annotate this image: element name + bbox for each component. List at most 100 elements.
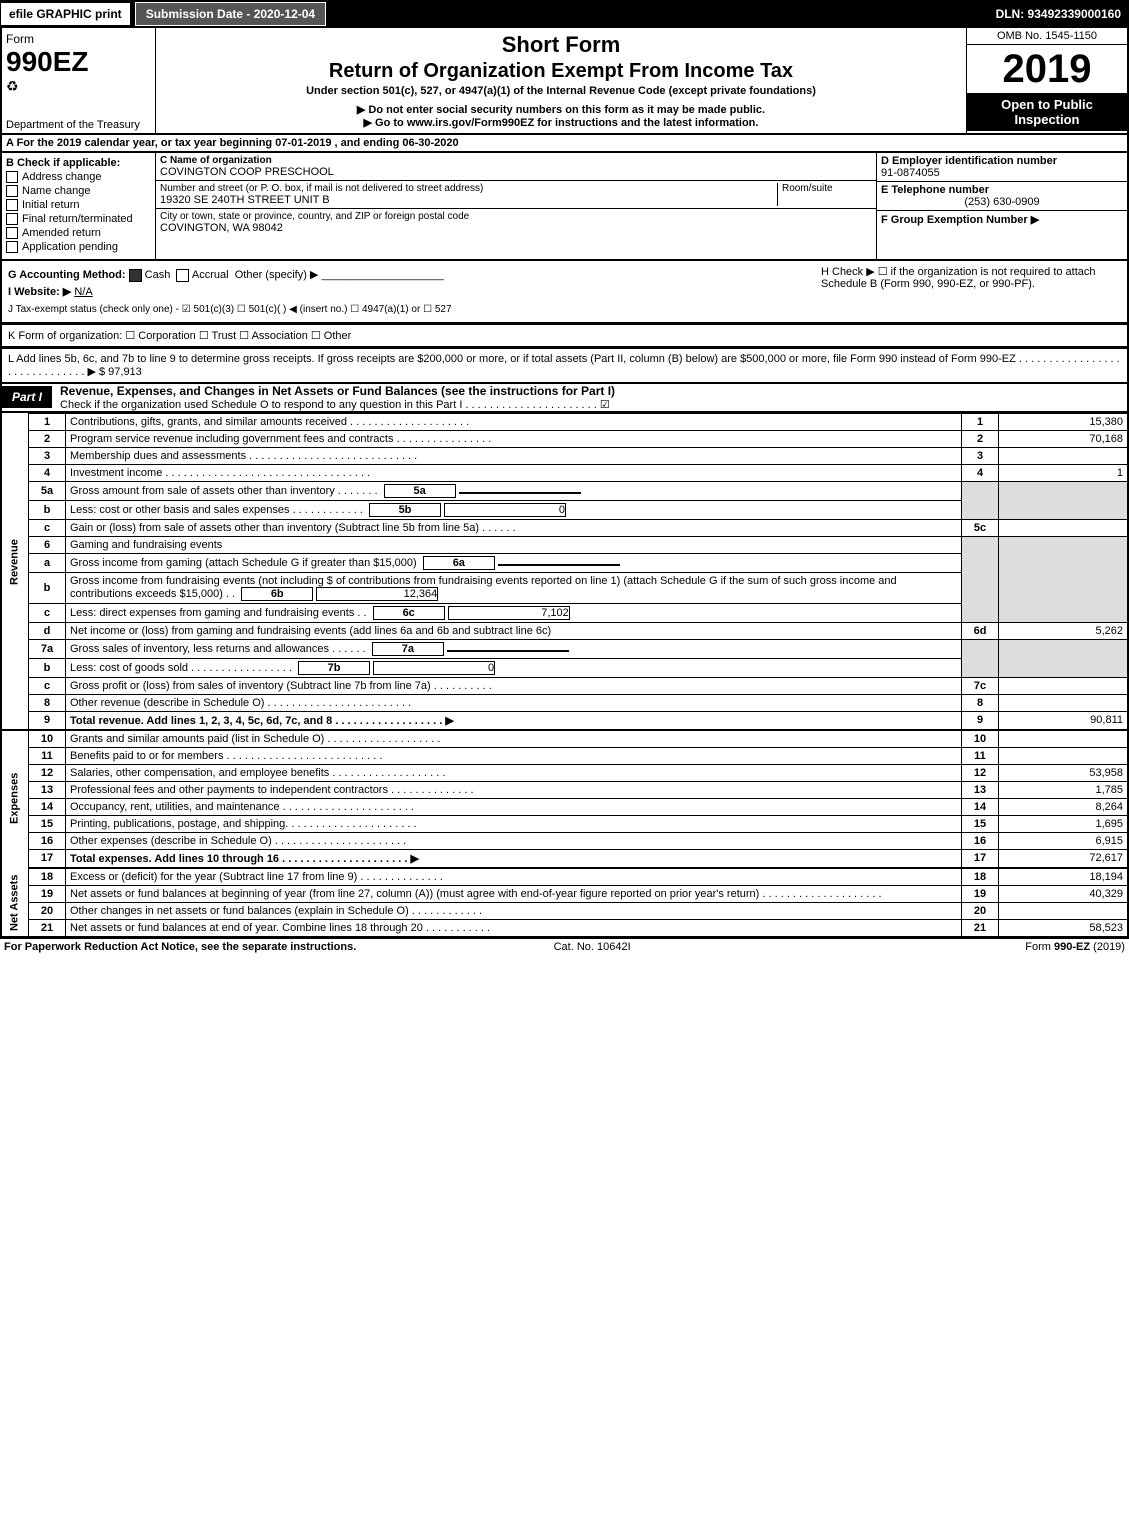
col-b-checkboxes: B Check if applicable: Address change Na… — [2, 153, 156, 259]
l13-text: Professional fees and other payments to … — [66, 781, 962, 798]
header-mid: Short Form Return of Organization Exempt… — [156, 28, 966, 133]
l14-text: Occupancy, rent, utilities, and maintena… — [66, 798, 962, 815]
tax-year: 2019 — [967, 45, 1127, 93]
l4-col: 4 — [962, 464, 999, 481]
l8-num: 8 — [29, 694, 66, 711]
l5a-cell: Gross amount from sale of assets other t… — [66, 481, 962, 500]
chk-initial-return[interactable]: Initial return — [6, 199, 151, 211]
l7c-text: Gross profit or (loss) from sales of inv… — [66, 677, 962, 694]
section-g-to-l: G Accounting Method: Cash Accrual Other … — [0, 261, 1129, 324]
l13-val: 1,785 — [999, 781, 1129, 798]
l6-gray — [962, 536, 999, 622]
g-cash: Cash — [145, 269, 171, 281]
l18-col: 18 — [962, 868, 999, 886]
chk-cash[interactable] — [129, 269, 142, 282]
l2-col: 2 — [962, 430, 999, 447]
l19-col: 19 — [962, 885, 999, 902]
l5a-subval — [459, 492, 581, 494]
rev-vlabel-end — [1, 711, 29, 730]
l1-num: 1 — [29, 413, 66, 430]
part1-badge: Part I — [2, 386, 52, 408]
l13-col: 13 — [962, 781, 999, 798]
street-label: Number and street (or P. O. box, if mail… — [160, 183, 777, 194]
street-value: 19320 SE 240TH STREET UNIT B — [160, 194, 777, 206]
l5b-text: Less: cost or other basis and sales expe… — [70, 504, 363, 516]
chk-amended-return[interactable]: Amended return — [6, 227, 151, 239]
open-public-inspection: Open to Public Inspection — [967, 93, 1127, 131]
l5c-text: Gain or (loss) from sale of assets other… — [66, 519, 962, 536]
header-left: Form 990EZ ♻ Department of the Treasury — [2, 28, 156, 133]
l7b-text: Less: cost of goods sold . . . . . . . .… — [70, 662, 292, 674]
l7a-cell: Gross sales of inventory, less returns a… — [66, 639, 962, 658]
l15-val: 1,695 — [999, 815, 1129, 832]
l19-val: 40,329 — [999, 885, 1129, 902]
l8-val — [999, 694, 1129, 711]
omb-number: OMB No. 1545-1150 — [967, 28, 1127, 45]
l6d-text: Net income or (loss) from gaming and fun… — [66, 622, 962, 639]
l5b-cell: Less: cost or other basis and sales expe… — [66, 500, 962, 519]
l3-text: Membership dues and assessments . . . . … — [66, 447, 962, 464]
l18-text: Excess or (deficit) for the year (Subtra… — [66, 868, 962, 886]
short-form-title: Short Form — [162, 32, 960, 58]
l15-text: Printing, publications, postage, and shi… — [66, 815, 962, 832]
treasury-dept: Department of the Treasury — [6, 119, 140, 131]
chk-address-change[interactable]: Address change — [6, 171, 151, 183]
l7a-subval — [447, 650, 569, 652]
group-exemption-label: F Group Exemption Number ▶ — [881, 213, 1123, 226]
col-b-label: B Check if applicable: — [6, 157, 151, 169]
l6c-subval: 7,102 — [448, 606, 570, 620]
chk-name-change[interactable]: Name change — [6, 185, 151, 197]
l12-text: Salaries, other compensation, and employ… — [66, 764, 962, 781]
l6-num: 6 — [29, 536, 66, 553]
l20-num: 20 — [29, 902, 66, 919]
l11-col: 11 — [962, 747, 999, 764]
l1-val: 15,380 — [999, 413, 1129, 430]
chk-accrual[interactable] — [176, 269, 189, 282]
l15-num: 15 — [29, 815, 66, 832]
efile-print-link[interactable]: efile GRAPHIC print — [0, 2, 131, 26]
return-title: Return of Organization Exempt From Incom… — [162, 60, 960, 83]
l6c-subcol: 6c — [373, 606, 445, 620]
chk-application-pending[interactable]: Application pending — [6, 241, 151, 253]
l6c-cell: Less: direct expenses from gaming and fu… — [66, 603, 962, 622]
l5ab-grayval — [999, 481, 1129, 519]
l15-col: 15 — [962, 815, 999, 832]
header-sub1: Under section 501(c), 527, or 4947(a)(1)… — [162, 85, 960, 97]
form-word: Form — [6, 32, 151, 46]
part1-check: Check if the organization used Schedule … — [52, 398, 615, 411]
l20-col: 20 — [962, 902, 999, 919]
page-footer: For Paperwork Reduction Act Notice, see … — [0, 938, 1129, 955]
l8-text: Other revenue (describe in Schedule O) .… — [66, 694, 962, 711]
l9-text: Total revenue. Add lines 1, 2, 3, 4, 5c,… — [66, 711, 962, 730]
l8-col: 8 — [962, 694, 999, 711]
l9-val: 90,811 — [999, 711, 1129, 730]
l7ab-gray — [962, 639, 999, 677]
l21-text: Net assets or fund balances at end of ye… — [66, 919, 962, 937]
form-header: Form 990EZ ♻ Department of the Treasury … — [0, 28, 1129, 135]
l7c-col: 7c — [962, 677, 999, 694]
chk-final-return[interactable]: Final return/terminated — [6, 213, 151, 225]
l1-col: 1 — [962, 413, 999, 430]
l7b-num: b — [29, 658, 66, 677]
l17-col: 17 — [962, 849, 999, 868]
chk-application-pending-label: Application pending — [22, 241, 118, 253]
l5ab-gray — [962, 481, 999, 519]
l5b-subval: 0 — [444, 503, 566, 517]
l6b-subcol: 6b — [241, 587, 313, 601]
l6b-subval: 12,364 — [316, 587, 438, 601]
org-name: COVINGTON COOP PRESCHOOL — [160, 166, 872, 178]
l12-num: 12 — [29, 764, 66, 781]
l12-val: 53,958 — [999, 764, 1129, 781]
l10-col: 10 — [962, 730, 999, 748]
l5a-subcol: 5a — [384, 484, 456, 498]
line-k: K Form of organization: ☐ Corporation ☐ … — [0, 324, 1129, 348]
l1-text: Contributions, gifts, grants, and simila… — [66, 413, 962, 430]
l21-col: 21 — [962, 919, 999, 937]
l5c-val — [999, 519, 1129, 536]
part1-title: Revenue, Expenses, and Changes in Net As… — [52, 384, 615, 398]
header-right: OMB No. 1545-1150 2019 Open to Public In… — [966, 28, 1127, 133]
l2-num: 2 — [29, 430, 66, 447]
l5c-num: c — [29, 519, 66, 536]
l14-val: 8,264 — [999, 798, 1129, 815]
l10-text: Grants and similar amounts paid (list in… — [66, 730, 962, 748]
